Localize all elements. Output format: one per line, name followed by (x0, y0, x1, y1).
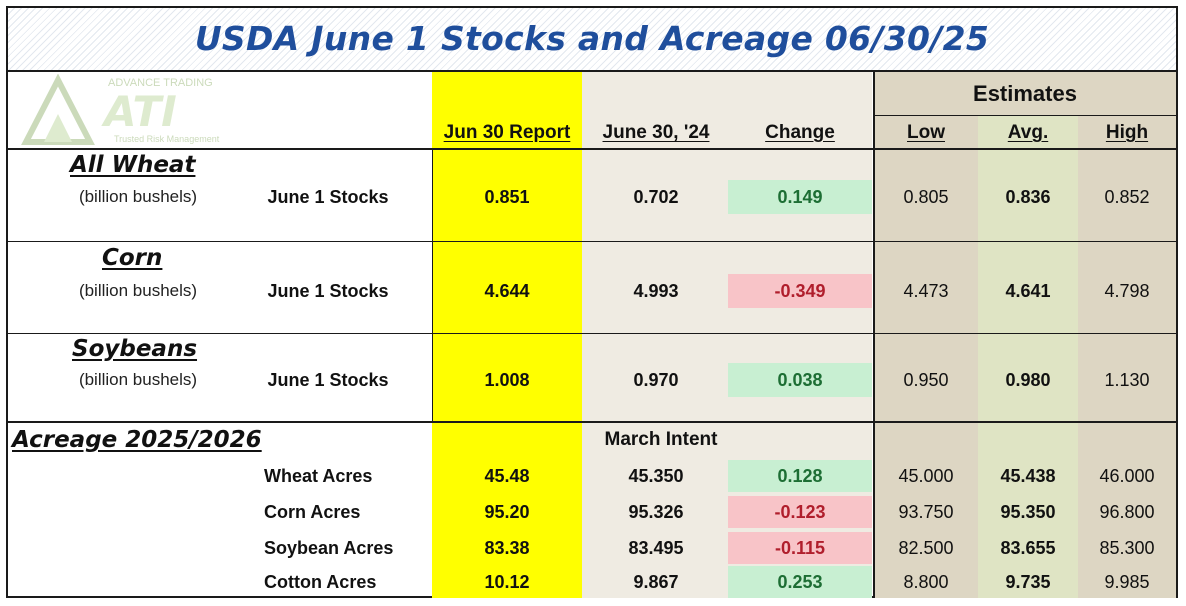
estimates-header: Estimates (973, 81, 1077, 106)
avg-value: 0.836 (1005, 186, 1051, 207)
change-value: -0.115 (728, 532, 872, 564)
high-value: 0.852 (1104, 186, 1150, 207)
avg-value: 9.735 (1005, 571, 1051, 592)
stocks-acreage-table: USDA June 1 Stocks and Acreage 06/30/25 … (6, 6, 1178, 598)
row-label: June 1 Stocks (267, 280, 389, 301)
commodity-name: All Wheat (70, 152, 196, 178)
estimates-left-border (873, 72, 875, 598)
unit-label: (billion bushels) (78, 281, 198, 300)
unit-label: (billion bushels) (78, 370, 198, 389)
commodity-name: Corn (102, 245, 163, 271)
report-column-header: Jun 30 Report (443, 122, 571, 143)
ati-logo: ADVANCE TRADING ATI Trusted Risk Managem… (21, 74, 220, 145)
low-value: 0.950 (903, 369, 949, 390)
high-value: 46.000 (1099, 465, 1155, 486)
change-value: -0.123 (728, 496, 872, 528)
unit-label: (billion bushels) (78, 187, 198, 206)
low-value: 93.750 (898, 501, 954, 522)
report-value: 1.008 (484, 369, 530, 390)
title-bar: USDA June 1 Stocks and Acreage 06/30/25 (8, 8, 1176, 72)
high-value: 85.300 (1099, 537, 1155, 558)
low-value: 8.800 (903, 571, 949, 592)
wheat-separator (8, 241, 1176, 242)
prior-column-header: June 30, '24 (602, 122, 710, 143)
high-value: 1.130 (1104, 369, 1150, 390)
march-intent-header: March Intent (604, 429, 718, 450)
high-column-header: High (1105, 122, 1149, 143)
svg-text:ATI: ATI (101, 87, 177, 136)
report-value: 10.12 (484, 571, 530, 592)
avg-value: 0.980 (1005, 369, 1051, 390)
estimates-divider (874, 115, 1176, 116)
row-label: June 1 Stocks (267, 186, 389, 207)
avg-column-bg (978, 116, 1078, 598)
report-value: 45.48 (484, 465, 530, 486)
row-label: Soybean Acres (264, 537, 394, 558)
change-value: 0.128 (728, 460, 872, 492)
prior-value: 0.970 (633, 369, 679, 390)
avg-value: 83.655 (1000, 537, 1056, 558)
row-label: Wheat Acres (264, 465, 373, 486)
prior-value: 45.350 (628, 465, 684, 486)
commodity-name: Soybeans (72, 336, 198, 362)
prior-value: 83.495 (628, 537, 684, 558)
row-label: June 1 Stocks (267, 369, 389, 390)
high-value: 96.800 (1099, 501, 1155, 522)
report-value: 4.644 (484, 280, 530, 301)
prior-value: 9.867 (633, 571, 679, 592)
page-title: USDA June 1 Stocks and Acreage 06/30/25 (194, 19, 990, 58)
header-separator (8, 148, 1176, 150)
avg-value: 45.438 (1000, 465, 1056, 486)
acreage-title: Acreage 2025/2026 (12, 427, 262, 453)
report-value: 83.38 (484, 537, 530, 558)
avg-value: 95.350 (1000, 501, 1056, 522)
prior-value: 95.326 (628, 501, 684, 522)
low-value: 82.500 (898, 537, 954, 558)
change-value: 0.149 (728, 180, 872, 214)
corn-separator (8, 333, 1176, 334)
change-value: 0.253 (728, 566, 872, 598)
avg-value: 4.641 (1005, 280, 1051, 301)
report-value: 0.851 (484, 186, 530, 207)
row-label: Cotton Acres (264, 571, 377, 592)
svg-text:ADVANCE TRADING: ADVANCE TRADING (108, 77, 213, 89)
row-label: Corn Acres (264, 501, 361, 522)
report-value: 95.20 (484, 501, 530, 522)
avg-column-header: Avg. (1007, 122, 1049, 143)
low-value: 4.473 (903, 280, 949, 301)
low-column-header: Low (907, 122, 945, 143)
change-value: 0.038 (728, 363, 872, 397)
change-column-header: Change (765, 122, 835, 143)
change-value: -0.349 (728, 274, 872, 308)
stocks-separator (8, 421, 1176, 423)
low-value: 45.000 (898, 465, 954, 486)
report-column-bg (432, 72, 582, 598)
prior-value: 0.702 (633, 186, 679, 207)
svg-text:Trusted Risk Management: Trusted Risk Management (114, 134, 220, 144)
high-value: 9.985 (1104, 571, 1150, 592)
high-value: 4.798 (1104, 280, 1150, 301)
low-value: 0.805 (903, 186, 949, 207)
prior-value: 4.993 (633, 280, 679, 301)
report-left-border (432, 148, 433, 422)
